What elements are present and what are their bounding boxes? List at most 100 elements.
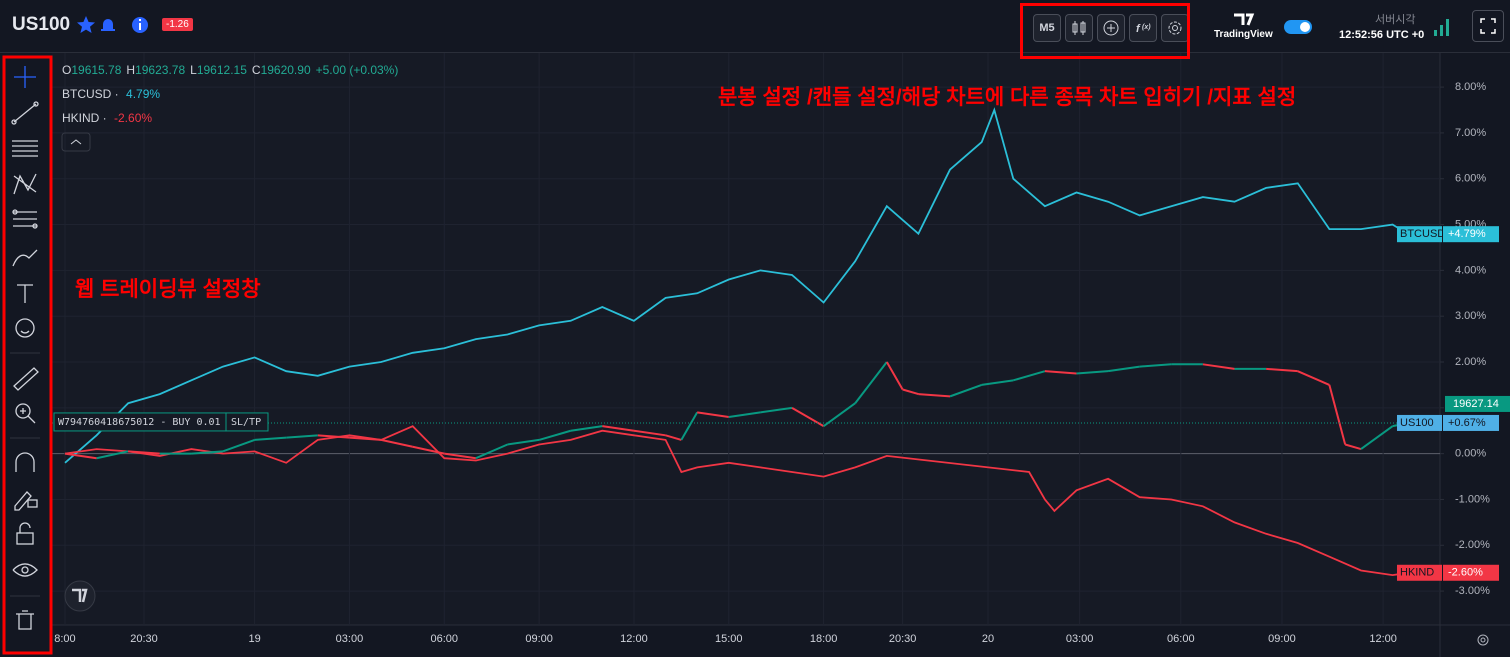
- x-tick-label: 15:00: [715, 633, 743, 645]
- plot-background: [52, 53, 1440, 625]
- price-segment: [1297, 370, 1330, 386]
- price-segment: [949, 383, 982, 398]
- value-tag: [1443, 564, 1499, 581]
- x-tick-label: 12:00: [1369, 633, 1397, 645]
- price-segment: [728, 411, 761, 418]
- value-tag-label: -2.60%: [1448, 567, 1483, 579]
- legend-entry: BTCUSD · 4.79%: [62, 87, 161, 101]
- y-tick-label: 2.00%: [1455, 356, 1486, 368]
- svg-text:f: f: [1136, 23, 1141, 35]
- collapse-icon: [70, 139, 82, 145]
- server-time: 12:52:56 UTC +0: [1339, 29, 1425, 41]
- annotation: 분봉 설정 /캔들 설정/해당 차트에 다른 종목 차트 입히기 /지표 설정: [718, 86, 1297, 109]
- price-segment: [760, 406, 793, 414]
- price-segment: [1139, 363, 1172, 368]
- price-segment: [317, 434, 350, 439]
- value-tag-label: +0.67%: [1448, 417, 1486, 429]
- symbol: US100: [12, 14, 71, 35]
- y-tick-label: 7.00%: [1455, 127, 1486, 139]
- candle-button[interactable]: [1065, 14, 1093, 42]
- price-segment: [791, 406, 825, 428]
- series-tag-name: HKIND: [1400, 567, 1434, 579]
- change-badge: -1.26: [162, 18, 193, 31]
- ohlc-label: O: [62, 63, 72, 77]
- price-segment: [1107, 365, 1140, 373]
- x-tick-label: 20:30: [130, 633, 158, 645]
- y-tick-label: 6.00%: [1455, 173, 1486, 185]
- ohlc-value: 19615.78: [71, 63, 122, 77]
- indicator-button[interactable]: f (x): [1129, 14, 1157, 42]
- value-tag: [1443, 414, 1499, 431]
- signal-icon: [1434, 19, 1449, 36]
- price-segment: [507, 438, 540, 446]
- price-tag: [1445, 395, 1510, 412]
- compare-button[interactable]: [1097, 14, 1125, 42]
- price-segment: [885, 361, 904, 391]
- x-tick-label: 06:00: [431, 633, 459, 645]
- svg-text:(x): (x): [1142, 24, 1151, 31]
- symbol-icons: [77, 16, 148, 33]
- ohlc-label: H: [126, 63, 136, 77]
- price-segment: [254, 436, 287, 441]
- y-tick-label: 0.00%: [1455, 448, 1486, 460]
- price-segment: [665, 434, 682, 441]
- price-segment: [823, 402, 856, 427]
- y-tick-label: -2.00%: [1455, 539, 1490, 551]
- x-tick-label: 8:00: [54, 633, 75, 645]
- y-tick-label: -1.00%: [1455, 493, 1490, 505]
- brand-logo: [1234, 13, 1255, 26]
- order-button-label: SL/TP: [231, 417, 261, 428]
- price-tag-label: 19627.14: [1453, 398, 1499, 410]
- price-segment: [1044, 370, 1077, 375]
- price-segment: [1076, 370, 1109, 375]
- interval-button[interactable]: M5: [1033, 14, 1061, 42]
- series-tag: [1397, 414, 1442, 431]
- toggle[interactable]: [1284, 20, 1312, 34]
- fullscreen-button[interactable]: [1472, 10, 1504, 42]
- ohlc-legend: O19615.78 H19623.78 L19612.15 C19620.90 +5.0…: [62, 63, 403, 77]
- y-tick-label: -3.00%: [1455, 585, 1490, 597]
- ohlc-value: 19620.90: [260, 63, 311, 77]
- price-segment: [697, 411, 729, 418]
- y-tick-label: 8.00%: [1455, 81, 1486, 93]
- price-segment: [286, 434, 318, 439]
- price-segment: [602, 425, 635, 432]
- x-tick-label: 06:00: [1167, 633, 1195, 645]
- tv-logo: [72, 588, 88, 603]
- price-segment: [633, 429, 666, 437]
- server-time-label: 서버시각: [1375, 14, 1416, 26]
- price-segment: [1202, 363, 1235, 370]
- legend-name: HKIND: [62, 111, 100, 125]
- legend-entry: HKIND · -2.60%: [62, 111, 153, 125]
- price-segment: [918, 393, 951, 398]
- price-segment: [1328, 384, 1347, 445]
- order-button[interactable]: [225, 412, 269, 432]
- series-tag-name: BTCUSD: [1400, 228, 1445, 240]
- x-tick-label: 20: [982, 633, 994, 645]
- top-bar: US100 -1.26 M5 f (x) TradingView 서버시각 12:…: [0, 0, 1510, 59]
- price-segment: [64, 452, 97, 460]
- price-segment: [191, 450, 224, 455]
- highlight-box: [1020, 3, 1190, 59]
- x-tick-label: 03:00: [336, 633, 364, 645]
- price-segment: [538, 429, 572, 441]
- legend-value: -2.60%: [114, 111, 153, 125]
- x-tick-label: 09:00: [525, 633, 553, 645]
- price-segment: [412, 445, 445, 455]
- settings-icon[interactable]: [1477, 634, 1489, 646]
- price-segment: [96, 450, 129, 460]
- order-label: W794760418675012 - BUY 0.01: [58, 417, 221, 428]
- toolbar-icons: [10, 66, 40, 630]
- ohlc-change: +5.00 (+0.03%): [315, 63, 399, 77]
- price-segment: [1360, 425, 1394, 450]
- series-tag: [1397, 564, 1442, 581]
- x-tick-label: 19: [248, 633, 260, 645]
- collapse-button[interactable]: [61, 132, 91, 152]
- price-segment: [444, 452, 477, 460]
- price-segment: [222, 438, 255, 453]
- price-segment: [902, 388, 919, 396]
- price-segment: [380, 438, 413, 448]
- x-tick-label: 09:00: [1268, 633, 1296, 645]
